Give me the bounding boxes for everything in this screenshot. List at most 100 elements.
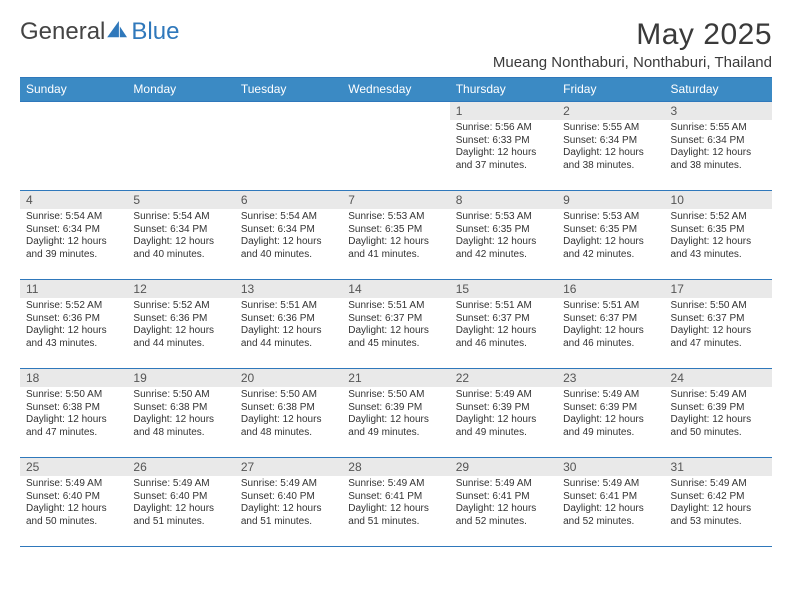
day-number: 27 [235,458,342,476]
sunrise-line: Sunrise: 5:49 AM [671,478,766,491]
sunset-line: Sunset: 6:41 PM [563,491,658,504]
sunrise-line: Sunrise: 5:49 AM [563,389,658,402]
weekday-header: Thursday [450,78,557,102]
sunrise-line: Sunrise: 5:52 AM [671,211,766,224]
day-number: 26 [127,458,234,476]
day-cell: 6Sunrise: 5:54 AMSunset: 6:34 PMDaylight… [235,191,342,280]
day-cell: 10Sunrise: 5:52 AMSunset: 6:35 PMDayligh… [665,191,772,280]
day-number: 24 [665,369,772,387]
day-cell: 9Sunrise: 5:53 AMSunset: 6:35 PMDaylight… [557,191,664,280]
day-number: 12 [127,280,234,298]
empty-cell [235,102,342,191]
sunrise-line: Sunrise: 5:49 AM [671,389,766,402]
day-number: 23 [557,369,664,387]
calendar-page: General Blue May 2025 Mueang Nonthaburi,… [0,0,792,612]
day-cell: 17Sunrise: 5:50 AMSunset: 6:37 PMDayligh… [665,280,772,369]
sunrise-line: Sunrise: 5:49 AM [26,478,121,491]
sunset-line: Sunset: 6:42 PM [671,491,766,504]
day-details: Sunrise: 5:50 AMSunset: 6:37 PMDaylight:… [665,298,772,352]
sunset-line: Sunset: 6:34 PM [671,135,766,148]
day-details: Sunrise: 5:54 AMSunset: 6:34 PMDaylight:… [235,209,342,263]
day-number: 22 [450,369,557,387]
daylight-line: Daylight: 12 hours and 44 minutes. [241,325,336,350]
daylight-line: Daylight: 12 hours and 37 minutes. [456,147,551,172]
sunrise-line: Sunrise: 5:56 AM [456,122,551,135]
day-details: Sunrise: 5:51 AMSunset: 6:37 PMDaylight:… [342,298,449,352]
day-number: 11 [20,280,127,298]
day-number: 30 [557,458,664,476]
sunrise-line: Sunrise: 5:53 AM [456,211,551,224]
weekday-header: Wednesday [342,78,449,102]
sunset-line: Sunset: 6:37 PM [563,313,658,326]
day-number: 13 [235,280,342,298]
sunset-line: Sunset: 6:34 PM [563,135,658,148]
calendar-table: SundayMondayTuesdayWednesdayThursdayFrid… [20,78,772,546]
day-details: Sunrise: 5:54 AMSunset: 6:34 PMDaylight:… [20,209,127,263]
sunset-line: Sunset: 6:35 PM [563,224,658,237]
sunset-line: Sunset: 6:35 PM [348,224,443,237]
day-number: 25 [20,458,127,476]
daylight-line: Daylight: 12 hours and 38 minutes. [671,147,766,172]
sunrise-line: Sunrise: 5:49 AM [348,478,443,491]
day-cell: 19Sunrise: 5:50 AMSunset: 6:38 PMDayligh… [127,369,234,458]
day-number: 6 [235,191,342,209]
sunrise-line: Sunrise: 5:52 AM [133,300,228,313]
daylight-line: Daylight: 12 hours and 42 minutes. [563,236,658,261]
day-cell: 25Sunrise: 5:49 AMSunset: 6:40 PMDayligh… [20,458,127,547]
day-number: 10 [665,191,772,209]
sunset-line: Sunset: 6:38 PM [26,402,121,415]
sunrise-line: Sunrise: 5:49 AM [563,478,658,491]
daylight-line: Daylight: 12 hours and 49 minutes. [456,414,551,439]
day-cell: 31Sunrise: 5:49 AMSunset: 6:42 PMDayligh… [665,458,772,547]
daylight-line: Daylight: 12 hours and 52 minutes. [456,503,551,528]
day-cell: 27Sunrise: 5:49 AMSunset: 6:40 PMDayligh… [235,458,342,547]
sunset-line: Sunset: 6:35 PM [671,224,766,237]
day-details: Sunrise: 5:50 AMSunset: 6:39 PMDaylight:… [342,387,449,441]
logo-word-1: General [20,18,105,46]
day-number: 15 [450,280,557,298]
sunrise-line: Sunrise: 5:51 AM [456,300,551,313]
header: General Blue May 2025 [20,18,772,52]
sunrise-line: Sunrise: 5:51 AM [241,300,336,313]
day-number: 1 [450,102,557,120]
day-details: Sunrise: 5:49 AMSunset: 6:41 PMDaylight:… [450,476,557,530]
location-subtitle: Mueang Nonthaburi, Nonthaburi, Thailand [20,54,772,71]
day-cell: 23Sunrise: 5:49 AMSunset: 6:39 PMDayligh… [557,369,664,458]
weekday-header: Monday [127,78,234,102]
daylight-line: Daylight: 12 hours and 48 minutes. [241,414,336,439]
day-details: Sunrise: 5:52 AMSunset: 6:36 PMDaylight:… [127,298,234,352]
day-number: 7 [342,191,449,209]
daylight-line: Daylight: 12 hours and 43 minutes. [26,325,121,350]
daylight-line: Daylight: 12 hours and 47 minutes. [26,414,121,439]
sunset-line: Sunset: 6:41 PM [348,491,443,504]
sunset-line: Sunset: 6:39 PM [456,402,551,415]
page-title: May 2025 [636,18,772,52]
daylight-line: Daylight: 12 hours and 45 minutes. [348,325,443,350]
sunrise-line: Sunrise: 5:50 AM [348,389,443,402]
sunset-line: Sunset: 6:38 PM [241,402,336,415]
sunrise-line: Sunrise: 5:53 AM [348,211,443,224]
day-cell: 1Sunrise: 5:56 AMSunset: 6:33 PMDaylight… [450,102,557,191]
sunset-line: Sunset: 6:37 PM [348,313,443,326]
daylight-line: Daylight: 12 hours and 51 minutes. [348,503,443,528]
sunset-line: Sunset: 6:37 PM [456,313,551,326]
calendar-body: 1Sunrise: 5:56 AMSunset: 6:33 PMDaylight… [20,102,772,547]
calendar-week-row: 11Sunrise: 5:52 AMSunset: 6:36 PMDayligh… [20,280,772,369]
sunset-line: Sunset: 6:41 PM [456,491,551,504]
sunrise-line: Sunrise: 5:55 AM [671,122,766,135]
daylight-line: Daylight: 12 hours and 51 minutes. [133,503,228,528]
weekday-header: Saturday [665,78,772,102]
day-number: 31 [665,458,772,476]
daylight-line: Daylight: 12 hours and 50 minutes. [26,503,121,528]
daylight-line: Daylight: 12 hours and 40 minutes. [133,236,228,261]
day-details: Sunrise: 5:53 AMSunset: 6:35 PMDaylight:… [342,209,449,263]
sunset-line: Sunset: 6:36 PM [26,313,121,326]
sunrise-line: Sunrise: 5:53 AM [563,211,658,224]
daylight-line: Daylight: 12 hours and 48 minutes. [133,414,228,439]
sunset-line: Sunset: 6:39 PM [671,402,766,415]
brand-logo: General Blue [20,18,179,46]
day-cell: 26Sunrise: 5:49 AMSunset: 6:40 PMDayligh… [127,458,234,547]
sunrise-line: Sunrise: 5:49 AM [133,478,228,491]
day-details: Sunrise: 5:49 AMSunset: 6:41 PMDaylight:… [557,476,664,530]
day-cell: 22Sunrise: 5:49 AMSunset: 6:39 PMDayligh… [450,369,557,458]
